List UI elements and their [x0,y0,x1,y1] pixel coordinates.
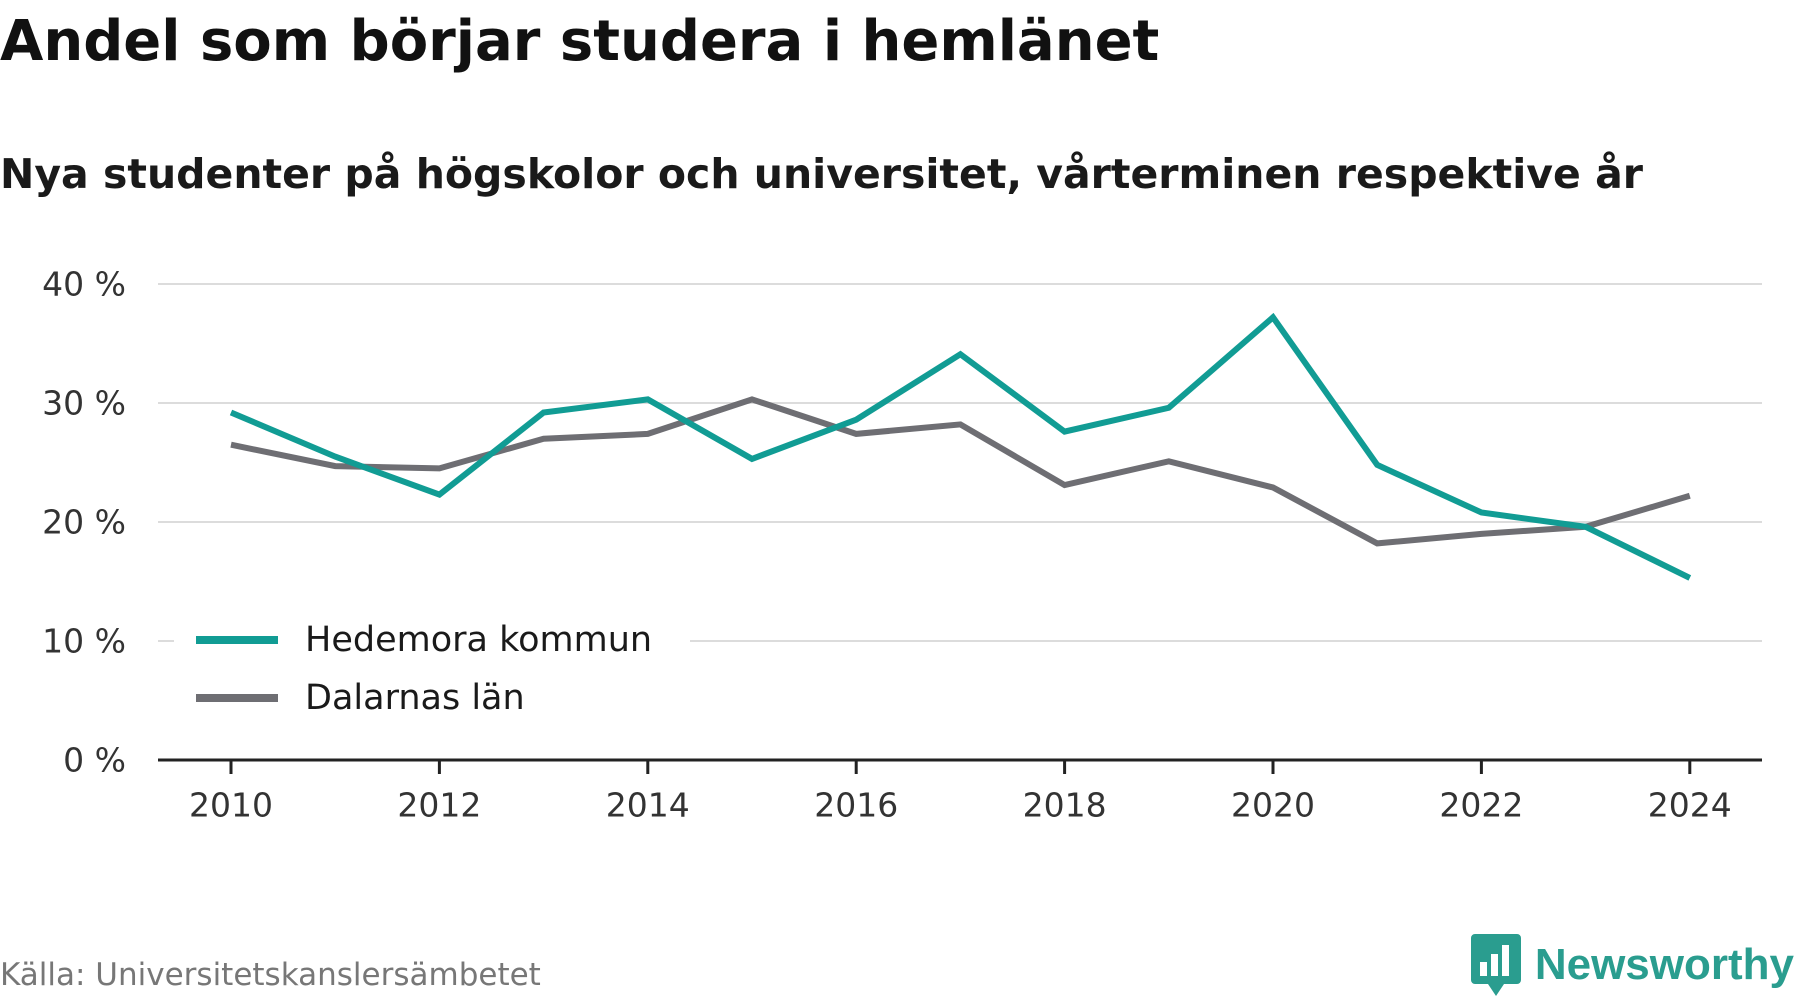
y-tick-label: 30 % [42,384,126,423]
x-tick-label: 2018 [1023,786,1107,825]
legend-label: Dalarnas län [305,678,525,718]
brand-name: Newsworthy [1534,940,1794,989]
y-tick-label: 20 % [42,503,126,542]
x-tick-label: 2012 [397,786,481,825]
y-tick-label: 40 % [42,265,126,304]
legend: Hedemora kommun Dalarnas län [174,614,690,736]
x-tick-label: 2024 [1648,786,1732,825]
series-line-1 [229,312,1692,581]
source-note: Källa: Universitetskanslersämbetet [0,957,541,993]
logo-bar-1 [1479,962,1487,976]
chart-title: Andel som börjar studera i hemlänet [0,9,1160,74]
x-tick-label: 2022 [1439,786,1523,825]
brand-logo[interactable]: Newsworthy [1470,932,1794,998]
y-axis: 0 % 10 % 20 % 30 % 40 % [42,265,126,780]
x-axis: 2010 2012 2014 2016 2018 2020 2022 2024 [189,760,1732,825]
grid-lines [158,283,1762,642]
x-tick-label: 2014 [606,786,690,825]
chart-subtitle: Nya studenter på högskolor och universit… [0,150,1643,198]
legend-label: Hedemora kommun [305,620,652,660]
newsworthy-logo-icon [1470,934,1521,996]
series-lines [229,312,1692,581]
legend-background [174,614,690,736]
logo-bar-3 [1501,945,1509,976]
series-line-2 [230,396,1691,547]
x-tick-label: 2020 [1231,786,1315,825]
x-tick-label: 2010 [189,786,273,825]
y-tick-label: 10 % [42,622,126,661]
logo-bar-2 [1490,954,1498,976]
y-tick-label: 0 % [63,741,126,780]
x-tick-label: 2016 [814,786,898,825]
